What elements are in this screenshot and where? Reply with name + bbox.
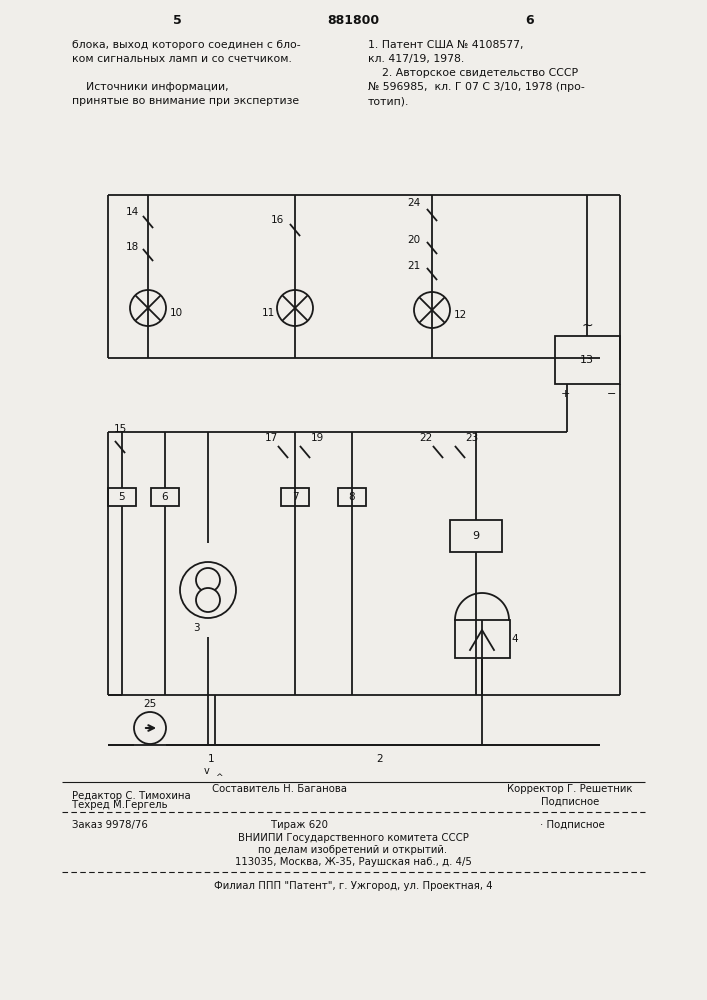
Text: 14: 14 [125,207,139,217]
Text: 24: 24 [407,198,421,208]
Text: 4: 4 [512,634,518,644]
Text: 6: 6 [526,13,534,26]
Circle shape [180,562,236,618]
Text: 881800: 881800 [327,13,379,26]
Text: 2: 2 [377,754,383,764]
Text: Филиал ППП "Патент", г. Ужгород, ул. Проектная, 4: Филиал ППП "Патент", г. Ужгород, ул. Про… [214,881,492,891]
Bar [338,488,366,506]
Text: 17: 17 [264,433,278,443]
Circle shape [277,290,313,326]
Text: v: v [204,766,210,776]
Text: 11: 11 [262,308,275,318]
Text: Заказ 9978/76: Заказ 9978/76 [72,820,148,830]
Text: Корректор Г. Решетник: Корректор Г. Решетник [507,784,633,794]
Text: 20: 20 [407,235,421,245]
Circle shape [414,292,450,328]
Text: 13: 13 [580,355,594,365]
Text: 3: 3 [193,623,199,633]
Text: 1. Патент США № 4108577,: 1. Патент США № 4108577, [368,40,523,50]
Text: № 596985,  кл. Г 07 С 3/10, 1978 (про-: № 596985, кл. Г 07 С 3/10, 1978 (про- [368,82,585,92]
Text: 9: 9 [472,531,479,541]
Text: Источники информации,: Источники информации, [72,82,228,92]
Text: принятые во внимание при экспертизе: принятые во внимание при экспертизе [72,96,299,106]
Text: 23: 23 [465,433,479,443]
Text: ком сигнальных ламп и со счетчиком.: ком сигнальных ламп и со счетчиком. [72,54,292,64]
Text: 1: 1 [208,754,214,764]
Text: 10: 10 [170,308,183,318]
Text: −: − [607,389,617,399]
Text: 19: 19 [310,433,324,443]
Text: 25: 25 [144,699,157,709]
Text: 2. Авторское свидетельство СССР: 2. Авторское свидетельство СССР [368,68,578,78]
Bar [108,488,136,506]
Circle shape [196,588,220,612]
Text: 6: 6 [162,492,168,502]
Text: блока, выход которого соединен с бло-: блока, выход которого соединен с бло- [72,40,300,50]
Text: 21: 21 [407,261,421,271]
Text: Техред М.Гергель: Техред М.Гергель [72,800,168,810]
Bar [281,488,309,506]
Text: Редактор С. Тимохина: Редактор С. Тимохина [72,791,191,801]
Text: +: + [561,389,570,399]
Text: 5: 5 [119,492,125,502]
Text: Подписное: Подписное [541,797,599,807]
Text: по делам изобретений и открытий.: по делам изобретений и открытий. [259,845,448,855]
Text: Тираж 620: Тираж 620 [271,820,329,830]
Bar [450,520,502,552]
Bar [151,488,179,506]
Circle shape [196,568,220,592]
Text: ~: ~ [581,319,592,333]
Bar [555,336,620,384]
Bar [455,620,510,658]
Text: 5: 5 [173,13,182,26]
Text: 113035, Москва, Ж-35, Раушская наб., д. 4/5: 113035, Москва, Ж-35, Раушская наб., д. … [235,857,472,867]
Text: ВНИИПИ Государственного комитета СССР: ВНИИПИ Государственного комитета СССР [238,833,469,843]
Circle shape [130,290,166,326]
Text: 12: 12 [454,310,467,320]
Text: Составитель Н. Баганова: Составитель Н. Баганова [213,784,348,794]
Text: 18: 18 [125,242,139,252]
Text: 8: 8 [349,492,356,502]
Text: тотип).: тотип). [368,96,409,106]
Circle shape [134,712,166,744]
Text: 22: 22 [419,433,433,443]
Text: кл. 417/19, 1978.: кл. 417/19, 1978. [368,54,464,64]
Text: ^: ^ [215,772,223,782]
Text: · Подписное: · Подписное [540,820,604,830]
Text: 15: 15 [113,424,127,434]
Text: 16: 16 [270,215,284,225]
Text: 7: 7 [292,492,298,502]
